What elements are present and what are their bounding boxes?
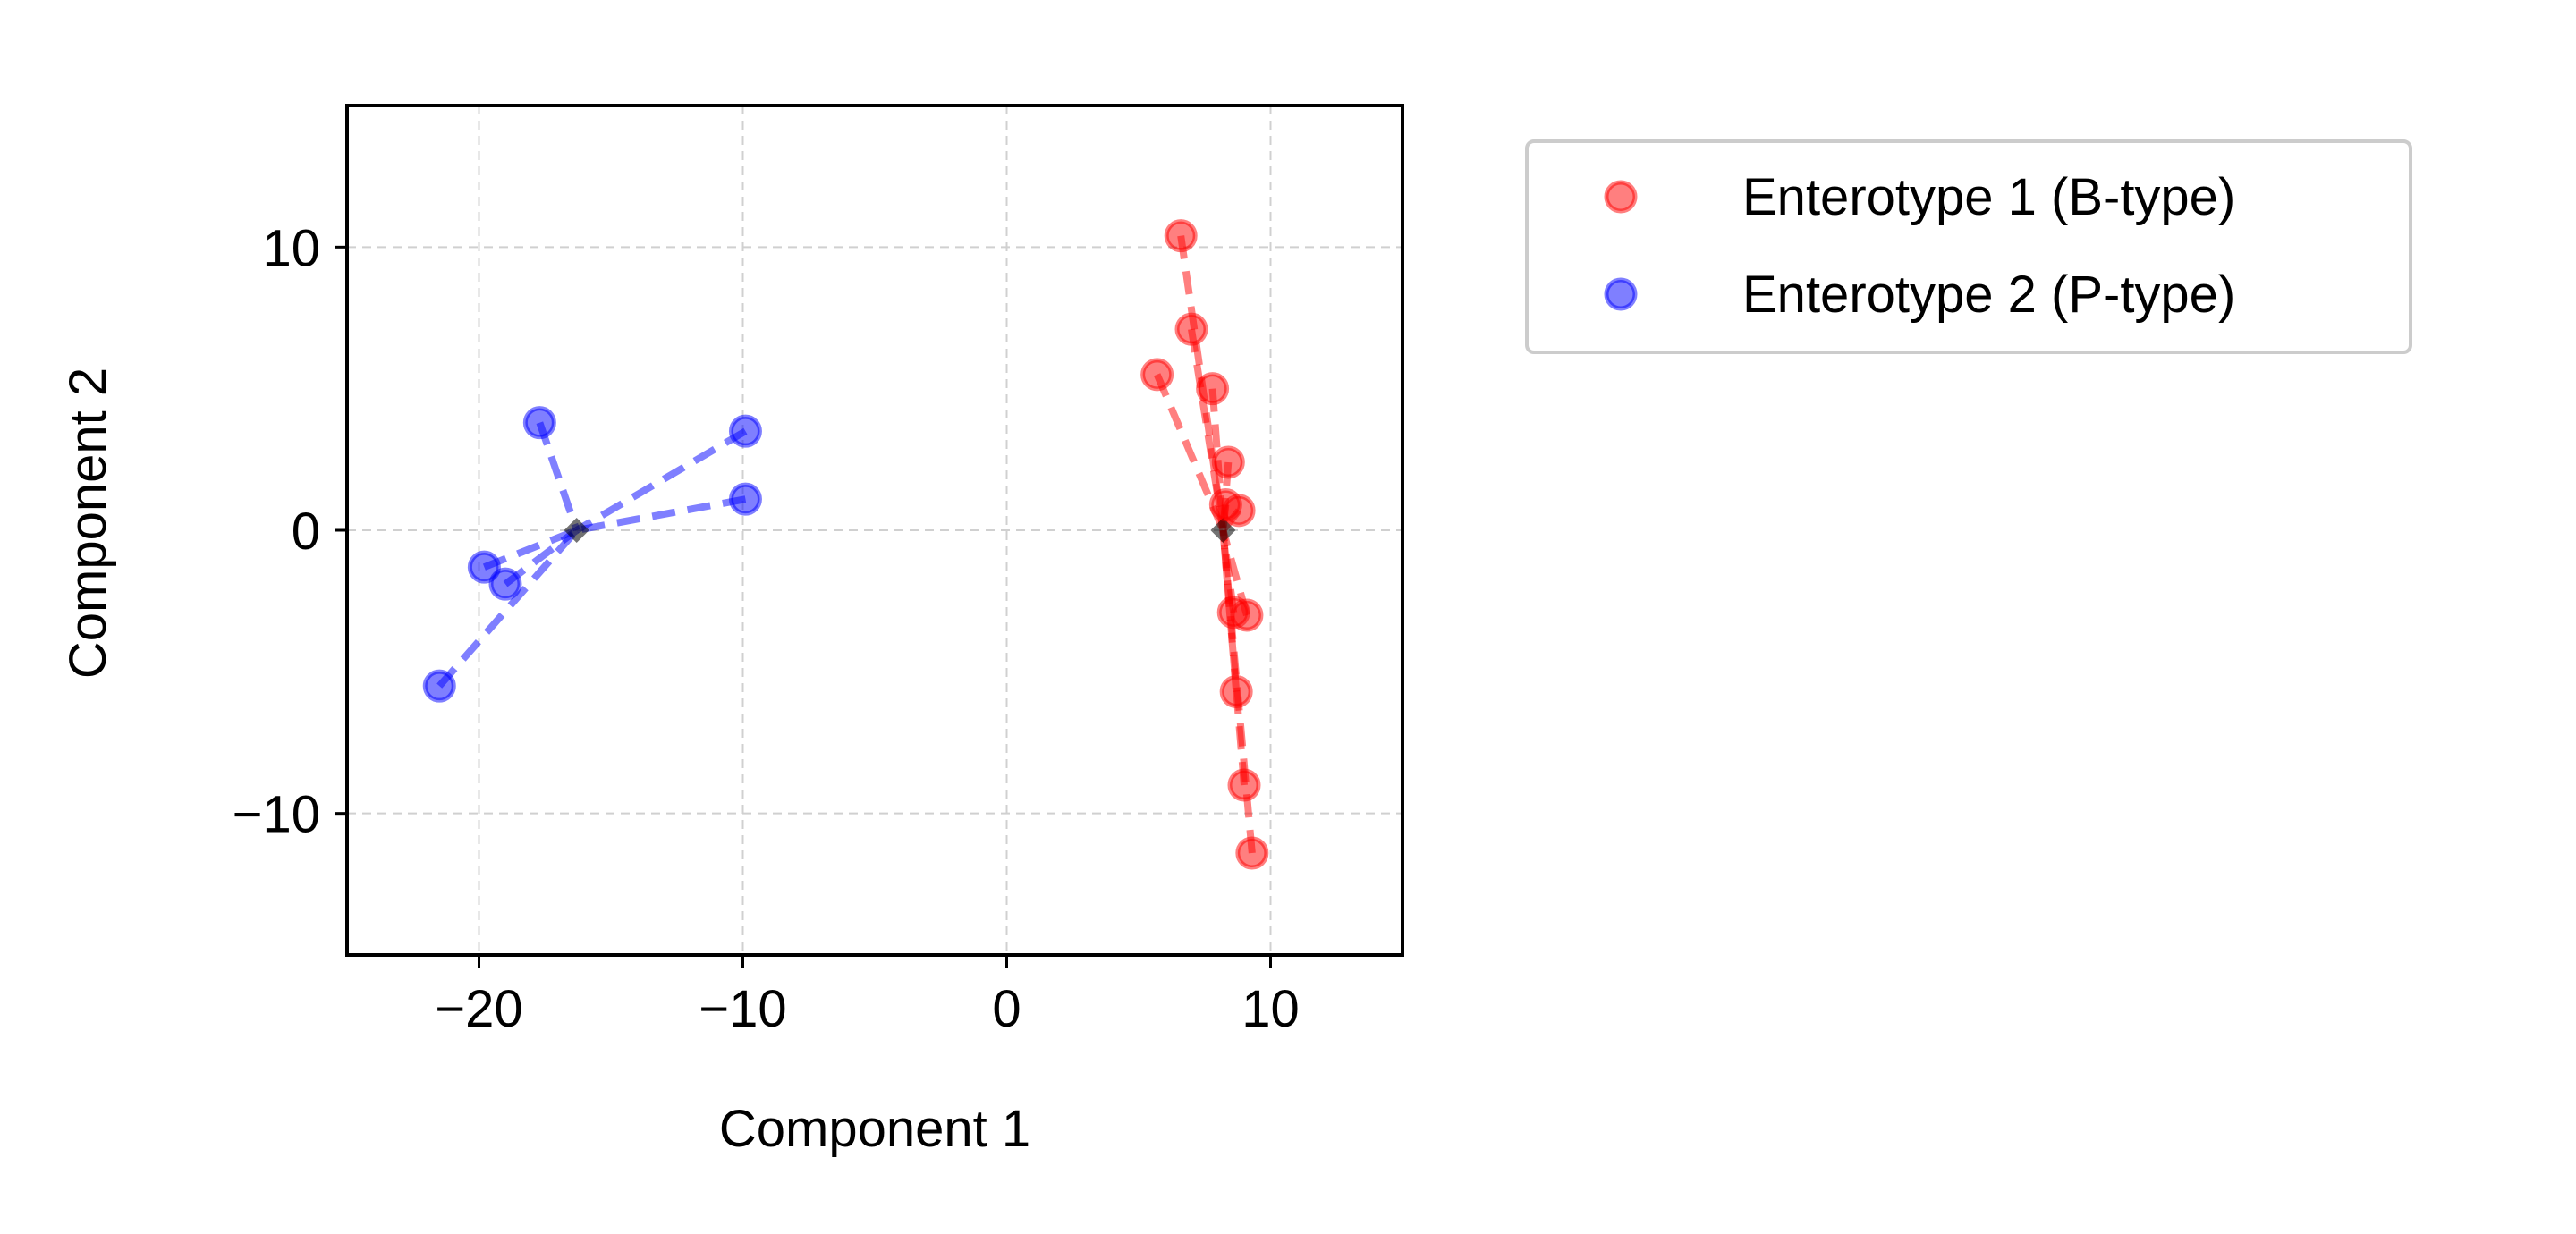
data-point-series-2 [522,406,556,440]
data-point-series-1 [1230,598,1264,632]
y-axis-label: Component 2 [59,368,117,679]
data-point-series-2 [422,669,456,703]
centroid-marker-series-2 [564,518,589,543]
legend-label-enterotype-2: Enterotype 2 (P-type) [1742,266,2235,324]
data-point-series-1 [1219,675,1253,708]
grid-layer [347,106,1402,955]
x-axis-label: Component 1 [719,1100,1030,1158]
connector-line-series-1 [1153,373,1227,532]
y-tick-label: 10 [262,219,320,277]
connector-line-series-2 [482,527,579,571]
x-tick-label: −10 [699,980,786,1038]
data-point-series-1 [1196,372,1230,406]
centroid-markers [564,518,1236,543]
legend: Enterotype 1 (B-type) Enterotype 2 (P-ty… [1525,139,2412,354]
connector-line-series-2 [574,427,748,534]
data-point-series-2 [467,550,501,584]
x-tick-label: 10 [1241,980,1300,1038]
data-point-series-1 [1227,768,1261,802]
y-tick-label: 0 [292,503,320,561]
data-point-series-1 [1211,445,1245,479]
connector-lines [436,235,1256,854]
data-point-series-1 [1140,358,1174,392]
legend-marker-enterotype-1 [1604,180,1638,214]
data-point-series-2 [728,482,762,516]
data-points [422,219,1269,870]
x-tick-label: −20 [435,980,522,1038]
data-point-series-2 [728,414,762,448]
axis-ticks: −20 −10 0 10 −10 0 10 [233,219,1300,1038]
connector-line-series-2 [436,528,580,689]
data-point-series-1 [1235,836,1269,870]
data-point-series-2 [488,567,522,601]
data-point-series-1 [1222,494,1256,528]
data-point-series-1 [1164,219,1198,253]
x-tick-label: 0 [992,980,1021,1038]
centroid-marker-series-1 [1210,518,1236,543]
data-point-series-1 [1174,312,1208,346]
y-tick-label: −10 [233,786,320,844]
legend-marker-enterotype-2 [1604,277,1638,311]
legend-label-enterotype-1: Enterotype 1 (B-type) [1742,168,2235,226]
connector-line-series-2 [575,495,747,534]
connector-line-series-2 [536,421,580,532]
legend-box [1525,139,2412,354]
